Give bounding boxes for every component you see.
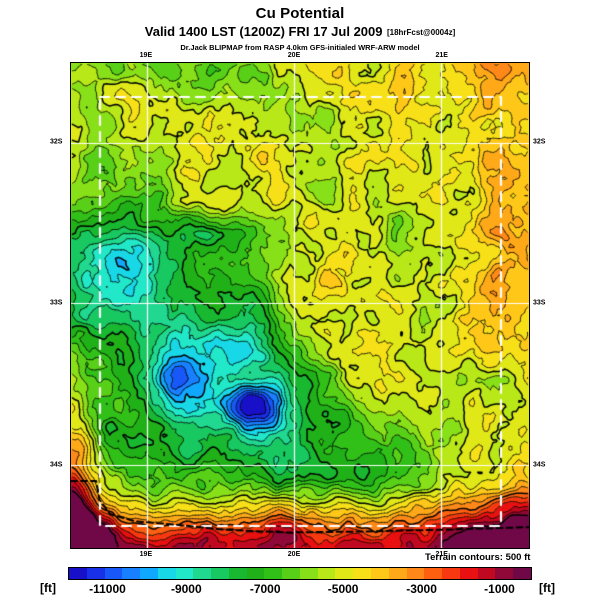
colorbar-swatch: [69, 568, 87, 579]
colorbar-swatch: [104, 568, 123, 579]
colorbar-swatch: [442, 568, 460, 579]
colorbar-swatch: [122, 568, 141, 579]
map-frame: [70, 62, 530, 549]
colorbar-swatch: [424, 568, 443, 579]
colorbar-swatch: [211, 568, 229, 579]
colorbar-swatch: [371, 568, 389, 579]
lon-tick-label-top: 19E: [139, 52, 153, 59]
colorbar-swatch: [246, 568, 265, 579]
colorbar-tick-label: -7000: [249, 582, 281, 596]
lat-tick-label-left: 34S: [50, 461, 63, 469]
lon-tick-label-bottom: 21E: [435, 551, 448, 558]
valid-time-text: Valid 1400 LST (1200Z) FRI 17 Jul 2009: [144, 24, 383, 39]
colorbar-swatch: [513, 568, 531, 579]
colorbar-units-left: [ft]: [40, 581, 56, 595]
colorbar-swatch: [353, 568, 372, 579]
colorbar-tick-label: -9000: [170, 582, 202, 596]
lat-tick-label-left: 33S: [50, 299, 63, 307]
colorbar-swatch: [264, 568, 283, 579]
colorbar-swatch: [140, 568, 158, 579]
terrain-contour-note: Terrain contours: 500 ft: [425, 552, 531, 563]
colorbar-swatch: [228, 568, 247, 579]
model-credit: Dr.Jack BLIPMAP from RASP 4.0km GFS-init…: [180, 43, 420, 52]
lon-tick-label-top: 20E: [287, 52, 301, 59]
chart-header: Cu Potential Valid 1400 LST (1200Z) FRI …: [0, 0, 600, 53]
lat-tick-label-right: 34S: [533, 461, 546, 469]
colorbar-tick-label: -11000: [89, 582, 126, 596]
valid-time-line: Valid 1400 LST (1200Z) FRI 17 Jul 2009 […: [0, 24, 600, 41]
lon-tick-label-bottom: 20E: [287, 551, 301, 558]
colorbar-panel: Terrain contours: 500 ft [ft] [ft] -1100…: [0, 552, 600, 600]
colorbar-swatch: [175, 568, 194, 579]
colorbar-tick-label: -5000: [327, 582, 359, 596]
colorbar-tick-label: -3000: [406, 582, 437, 596]
colorbar-swatch: [477, 568, 496, 579]
colorbar-swatch: [86, 568, 105, 579]
colorbar-swatch: [459, 568, 478, 579]
colorbar-units-right: [ft]: [539, 581, 555, 595]
colorbar-swatch: [406, 568, 425, 579]
colorbar-swatch: [299, 568, 318, 579]
colorbar-swatch: [157, 568, 176, 579]
lon-tick-label-top: 21E: [435, 52, 448, 59]
colorbar-swatch: [317, 568, 336, 579]
page-title: Cu Potential: [255, 5, 345, 22]
forecast-tag: [18hrFcst@0004z]: [386, 28, 456, 37]
colorbar-swatch: [335, 568, 354, 579]
colorbar-swatch: [282, 568, 300, 579]
colorbar[interactable]: [68, 567, 532, 580]
colorbar-swatch: [193, 568, 212, 579]
colorbar-swatch: [388, 568, 407, 579]
lat-tick-label-left: 32S: [50, 138, 63, 146]
map-panel[interactable]: 19E 19E 20E 20E 21E 21E 32S 32S 33S 33S 34S 34S: [50, 52, 545, 558]
lat-tick-label-right: 33S: [533, 299, 546, 307]
lat-tick-label-right: 32S: [533, 138, 546, 146]
lon-tick-label-bottom: 19E: [139, 551, 153, 558]
colorbar-swatch: [495, 568, 514, 579]
colorbar-tick-label: -1000: [484, 582, 515, 596]
contour-graticule-overlay: [71, 63, 529, 548]
